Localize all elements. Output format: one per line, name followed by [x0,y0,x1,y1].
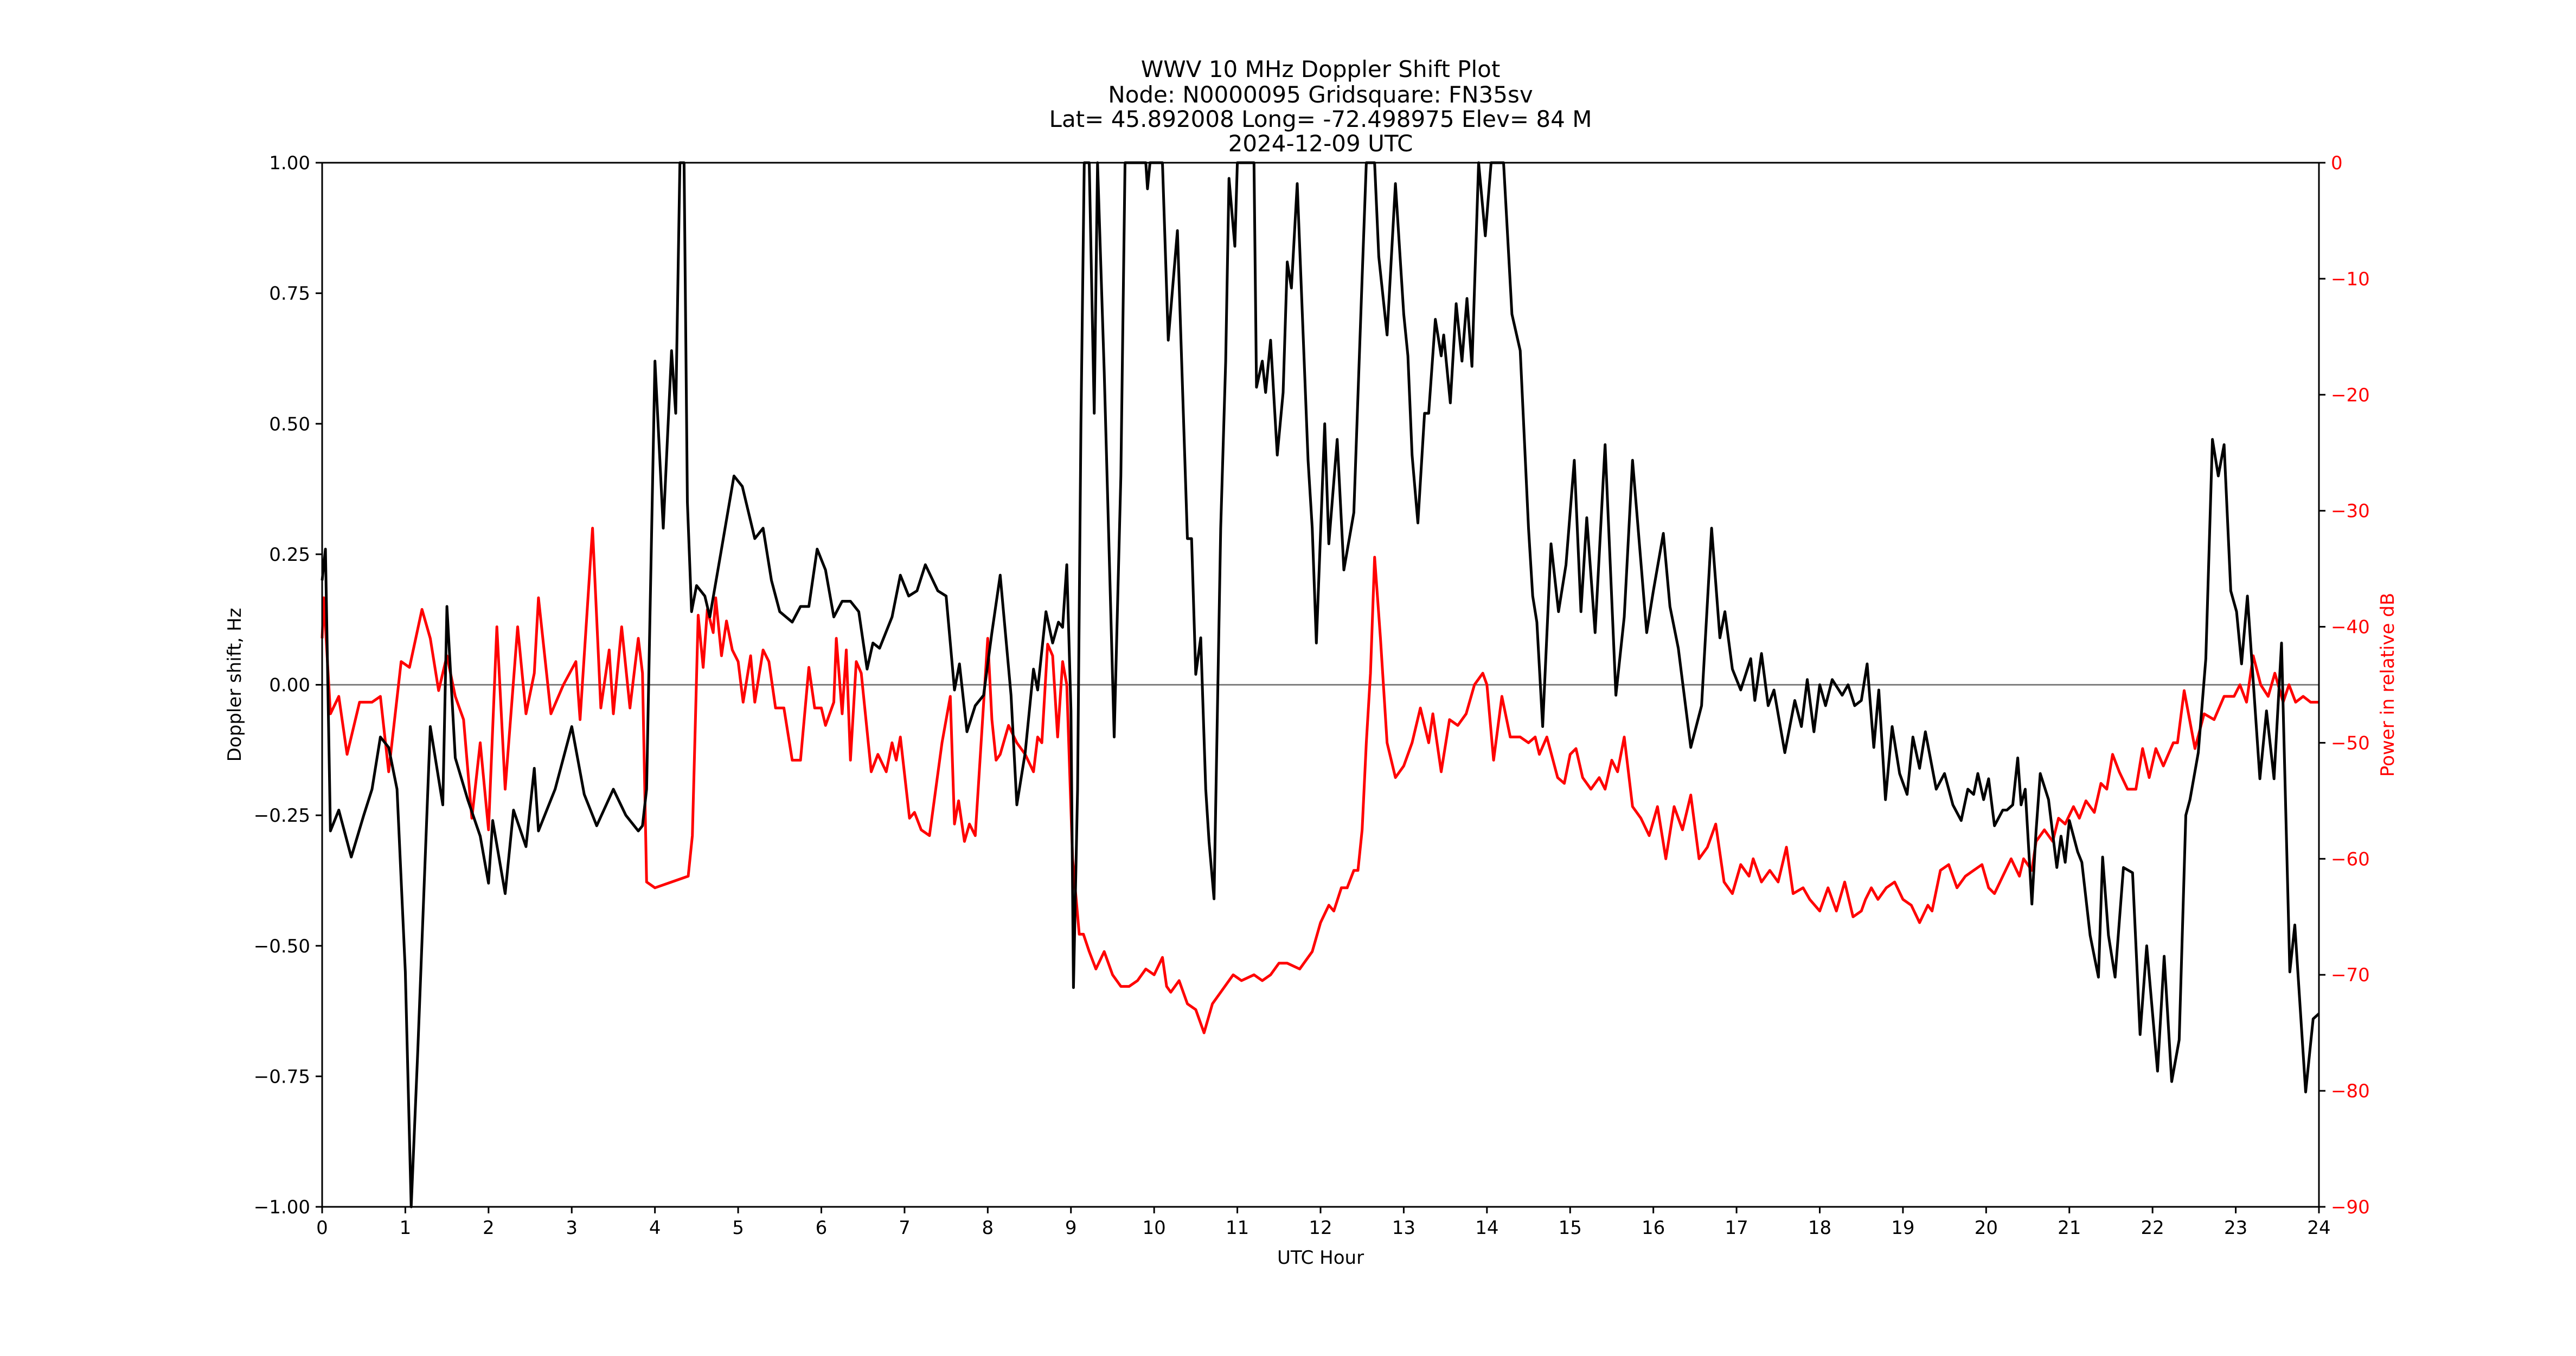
y-left-tick-label: 1.00 [269,152,310,174]
y-left-tick-label: −1.00 [254,1197,310,1218]
y-right-tick-label: −70 [2331,964,2370,986]
x-tick-label: 3 [566,1217,578,1239]
x-tick-label: 7 [899,1217,911,1239]
doppler-series-line [321,161,2320,1208]
y-right-tick-label: −40 [2331,617,2370,638]
y-axis-left-label: Doppler shift, Hz [224,608,246,762]
power-series-line [321,527,2319,1034]
x-tick-label: 15 [1559,1217,1582,1239]
x-tick-label: 23 [2224,1217,2247,1239]
x-tick-label: 8 [982,1217,994,1239]
x-tick-label: 12 [1309,1217,1332,1239]
x-tick-label: 18 [1808,1217,1831,1239]
x-tick-label: 2 [483,1217,495,1239]
x-tick-label: 5 [732,1217,744,1239]
y-left-tick-label: 0.50 [269,413,310,435]
x-tick-label: 16 [1642,1217,1665,1239]
y-right-tick-label: 0 [2331,152,2343,174]
x-tick-label: 4 [649,1217,661,1239]
x-tick-label: 11 [1226,1217,1249,1239]
x-tick-label: 21 [2058,1217,2081,1239]
y-right-tick-label: −20 [2331,385,2370,406]
x-tick-label: 9 [1065,1217,1077,1239]
y-right-tick-label: −50 [2331,732,2370,754]
x-tick-label: 17 [1725,1217,1748,1239]
title-line-4: 2024-12-09 UTC [1228,130,1413,157]
x-tick-label: 24 [2307,1217,2330,1239]
y-left-tick-label: −0.25 [254,805,310,827]
title-line-3: Lat= 45.892008 Long= -72.498975 Elev= 84… [1049,106,1592,132]
y-right-tick-label: −90 [2331,1197,2370,1218]
x-axis: 0 1 2 3 4 5 6 7 8 9 10 11 12 13 14 15 16 17 18 19 20 21 22 23 24 [316,1207,2331,1239]
x-tick-label: 13 [1392,1217,1415,1239]
y-left-tick-label: 0.00 [269,675,310,696]
x-tick-label: 22 [2141,1217,2164,1239]
y-left-tick-label: −0.75 [254,1066,310,1088]
y-left-tick-label: 0.75 [269,283,310,305]
y-axis-right-label: Power in relative dB [2377,593,2399,777]
x-tick-label: 1 [400,1217,412,1239]
y-axis-left: 1.00 0.75 0.50 0.25 0.00 −0.25 −0.50 −0.75 −1.00 [254,152,322,1218]
x-tick-label: 20 [1975,1217,1998,1239]
x-tick-label: 10 [1143,1217,1166,1239]
y-left-tick-label: −0.50 [254,936,310,957]
x-axis-label: UTC Hour [1277,1247,1364,1269]
y-right-tick-label: −80 [2331,1080,2370,1102]
x-tick-label: 6 [816,1217,828,1239]
chart-title: WWV 10 MHz Doppler Shift Plot Node: N000… [1049,56,1592,157]
y-left-tick-label: 0.25 [269,544,310,566]
y-right-tick-label: −10 [2331,268,2370,290]
x-tick-label: 0 [316,1217,328,1239]
x-tick-label: 19 [1891,1217,1914,1239]
y-right-tick-label: −60 [2331,848,2370,870]
y-right-tick-label: −30 [2331,501,2370,522]
title-line-1: WWV 10 MHz Doppler Shift Plot [1141,56,1501,82]
y-axis-right: 0 −10 −20 −30 −40 −50 −60 −70 −80 −90 [2319,152,2370,1218]
x-tick-label: 14 [1475,1217,1498,1239]
title-line-2: Node: N0000095 Gridsquare: FN35sv [1108,81,1533,108]
